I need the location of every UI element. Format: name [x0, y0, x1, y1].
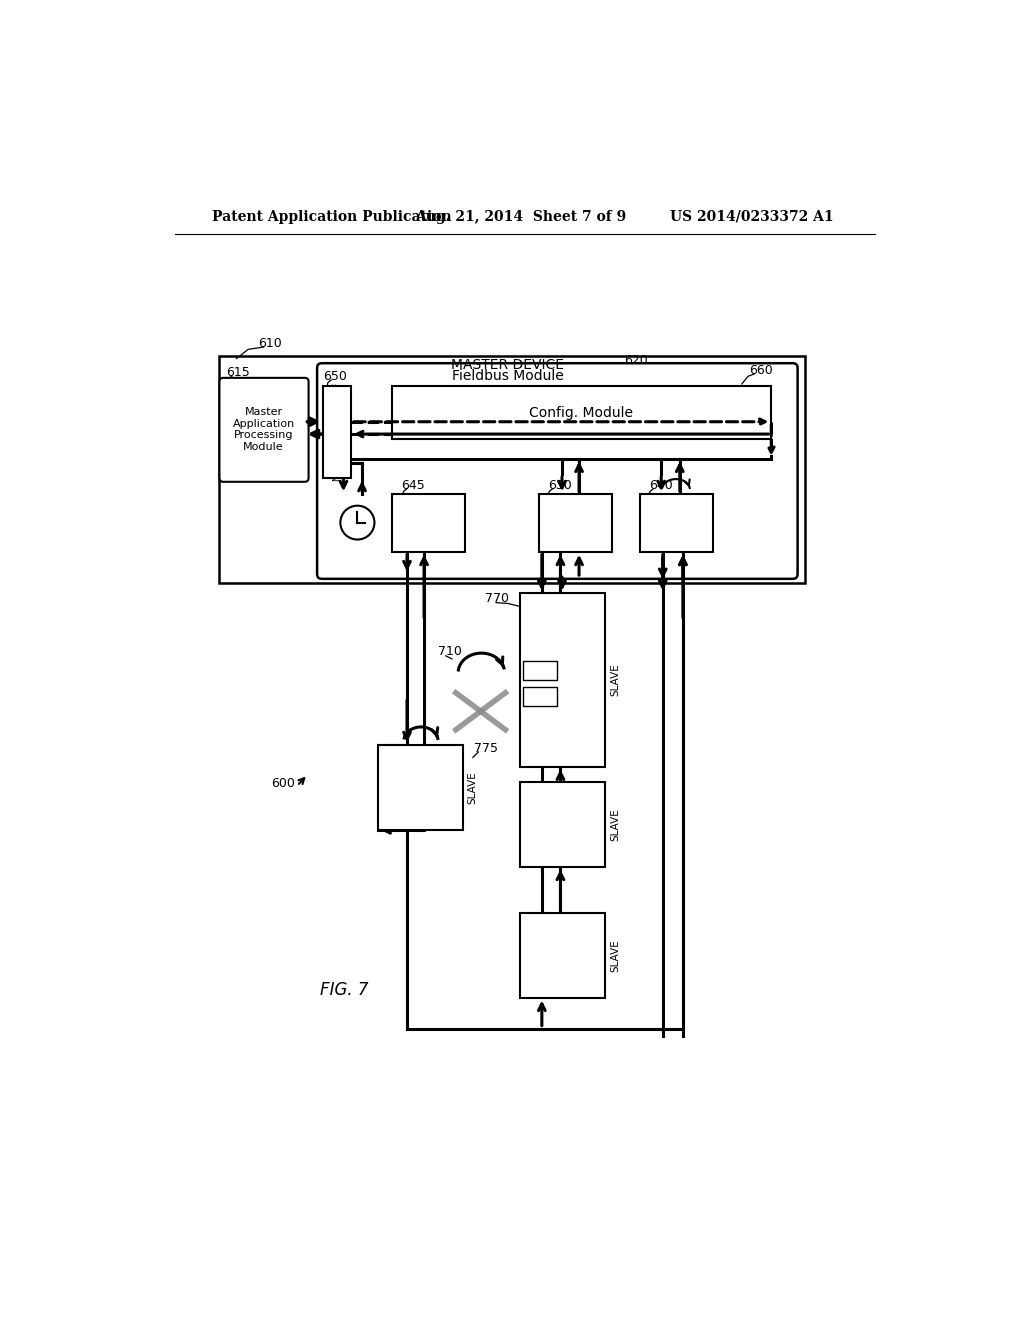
Text: Rx: Rx	[535, 982, 549, 991]
Text: 600: 600	[270, 777, 295, 791]
Text: Rx: Rx	[534, 665, 547, 676]
Text: SLAVE: SLAVE	[610, 939, 621, 972]
Text: SLAVE: SLAVE	[610, 664, 621, 697]
Bar	[539, 494, 612, 552]
Text: 710: 710	[438, 644, 462, 657]
Text: SLAVE: SLAVE	[610, 808, 621, 841]
Text: Rx: Rx	[535, 851, 549, 861]
Text: Config. Module: Config. Module	[529, 405, 634, 420]
Bar	[640, 494, 713, 552]
Text: F: F	[530, 954, 538, 968]
Bar	[391, 385, 771, 440]
Text: F: F	[530, 714, 538, 727]
Text: Master Application I/F: Master Application I/F	[333, 383, 342, 480]
Text: Tx: Tx	[578, 851, 591, 861]
Text: Tx: Tx	[392, 751, 406, 760]
Text: 620: 620	[624, 354, 648, 367]
Text: MASTER DEVICE: MASTER DEVICE	[452, 358, 564, 372]
Text: Port_2: Port_2	[409, 500, 447, 513]
Text: F: F	[530, 631, 538, 644]
Text: SLAVE: SLAVE	[467, 771, 477, 804]
Text: Rx: Rx	[650, 521, 666, 532]
Text: Tx: Tx	[578, 982, 591, 991]
Text: Tx: Tx	[440, 521, 454, 532]
Text: Patent Application Publication: Patent Application Publication	[212, 210, 452, 224]
Text: 630: 630	[548, 479, 571, 492]
Text: Tx: Tx	[578, 751, 591, 760]
Text: Rx: Rx	[391, 814, 407, 824]
Text: Rx: Rx	[577, 788, 591, 797]
Text: F: F	[530, 824, 538, 837]
Text: 615: 615	[226, 366, 250, 379]
Text: Tx: Tx	[535, 692, 547, 702]
Bar	[520, 781, 605, 867]
Text: 770: 770	[484, 593, 509, 606]
Text: P: P	[588, 824, 595, 837]
Text: 244: 244	[399, 536, 421, 545]
Text: Tx: Tx	[535, 788, 548, 797]
Text: 660: 660	[750, 364, 773, 378]
Bar	[523, 661, 557, 680]
Text: 610: 610	[258, 337, 282, 350]
Bar	[378, 744, 463, 830]
Text: Tx: Tx	[688, 521, 701, 532]
Text: US 2014/0233372 A1: US 2014/0233372 A1	[671, 210, 835, 224]
Bar	[520, 913, 605, 998]
Text: 232: 232	[584, 536, 604, 545]
Text: Tx: Tx	[535, 919, 548, 929]
Text: Tx: Tx	[588, 521, 601, 532]
Text: Port_1: Port_1	[657, 500, 695, 513]
Text: FIG. 7: FIG. 7	[321, 981, 369, 999]
Text: 645: 645	[400, 479, 425, 492]
Text: Fieldbus Module: Fieldbus Module	[452, 370, 563, 383]
Text: Rx: Rx	[577, 919, 591, 929]
Text: F: F	[388, 787, 395, 800]
Text: Master
Application
Processing
Module: Master Application Processing Module	[232, 407, 295, 451]
Bar	[219, 355, 805, 582]
Text: Rx: Rx	[402, 521, 417, 532]
FancyBboxPatch shape	[219, 378, 308, 482]
Text: 242: 242	[436, 536, 458, 545]
Text: Port_0: Port_0	[556, 500, 595, 513]
Bar	[391, 494, 465, 552]
Text: 640: 640	[649, 479, 673, 492]
Text: 242: 242	[684, 536, 706, 545]
FancyBboxPatch shape	[317, 363, 798, 579]
Text: Aug. 21, 2014  Sheet 7 of 9: Aug. 21, 2014 Sheet 7 of 9	[415, 210, 626, 224]
Text: Rx: Rx	[577, 599, 591, 610]
Text: 234: 234	[547, 536, 568, 545]
Text: Rx: Rx	[434, 751, 449, 760]
Text: 244: 244	[647, 536, 669, 545]
Bar	[520, 594, 605, 767]
Text: 650: 650	[324, 370, 347, 383]
Text: Tx: Tx	[535, 599, 548, 610]
Text: Rx: Rx	[550, 521, 564, 532]
Text: P: P	[588, 680, 595, 693]
Bar	[324, 385, 351, 478]
Bar	[523, 688, 557, 706]
Text: P: P	[445, 787, 453, 800]
Text: P: P	[588, 954, 595, 968]
Text: Tx: Tx	[435, 814, 449, 824]
Text: 775: 775	[474, 742, 498, 755]
Text: Rx: Rx	[535, 751, 549, 760]
